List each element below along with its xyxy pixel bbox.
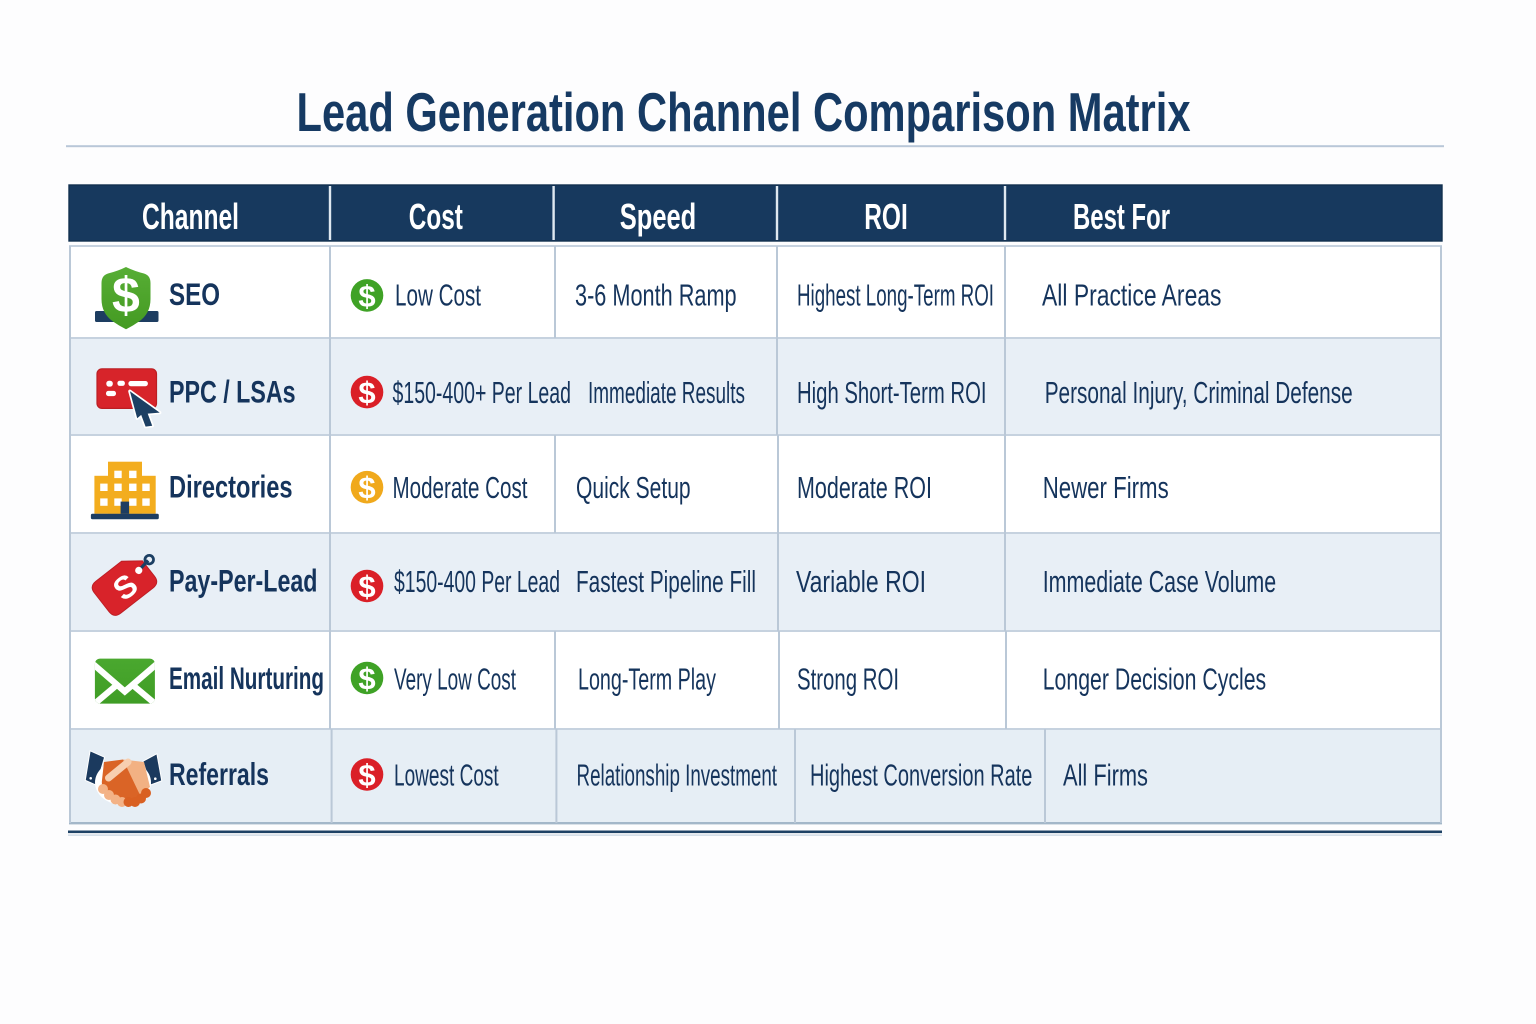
svg-text:Relationship Investment: Relationship Investment (577, 758, 778, 793)
svg-text:SEO: SEO (169, 276, 220, 312)
svg-text:Referrals: Referrals (169, 756, 269, 792)
svg-text:Strong ROI: Strong ROI (797, 662, 899, 697)
svg-text:$: $ (358, 375, 375, 410)
svg-text:$150-400+ Per Lead: $150-400+ Per Lead (393, 375, 572, 410)
svg-text:Moderate ROI: Moderate ROI (797, 470, 932, 505)
svg-text:Lead Generation Channel Compar: Lead Generation Channel Comparison Matri… (297, 81, 1191, 143)
svg-text:Newer Firms: Newer Firms (1043, 470, 1169, 505)
svg-text:$: $ (358, 470, 375, 505)
svg-text:3-6 Month Ramp: 3-6 Month Ramp (575, 278, 737, 313)
svg-text:Long-Term Play: Long-Term Play (578, 662, 716, 697)
svg-text:Immediate Case Volume: Immediate Case Volume (1043, 564, 1277, 599)
svg-text:Cost: Cost (409, 196, 463, 237)
svg-text:Fastest Pipeline Fill: Fastest Pipeline Fill (576, 564, 756, 599)
svg-text:Directories: Directories (169, 469, 293, 505)
svg-text:$: $ (358, 278, 375, 313)
svg-text:All Practice Areas: All Practice Areas (1042, 278, 1222, 313)
svg-text:$: $ (112, 268, 140, 324)
svg-text:PPC / LSAs: PPC / LSAs (169, 373, 296, 409)
svg-text:Personal Injury, Criminal Defe: Personal Injury, Criminal Defense (1045, 375, 1353, 410)
svg-text:Highest Long-Term ROI: Highest Long-Term ROI (797, 278, 994, 313)
svg-text:High Short-Term ROI: High Short-Term ROI (797, 375, 987, 410)
svg-text:$: $ (358, 661, 375, 696)
svg-text:Variable ROI: Variable ROI (796, 564, 926, 599)
svg-text:Channel: Channel (142, 196, 239, 237)
svg-text:Very Low Cost: Very Low Cost (394, 662, 516, 697)
svg-text:Quick Setup: Quick Setup (576, 470, 691, 505)
svg-text:Best For: Best For (1073, 196, 1170, 237)
svg-text:Longer Decision Cycles: Longer Decision Cycles (1043, 662, 1267, 697)
svg-text:Highest Conversion Rate: Highest Conversion Rate (810, 758, 1032, 793)
svg-text:$150-400 Per Lead: $150-400 Per Lead (394, 564, 560, 599)
svg-text:Lowest Cost: Lowest Cost (394, 758, 499, 793)
svg-text:$: $ (358, 758, 375, 793)
svg-text:$: $ (358, 569, 375, 604)
svg-text:Immediate Results: Immediate Results (588, 375, 745, 410)
svg-text:Moderate Cost: Moderate Cost (393, 470, 528, 505)
svg-text:Email Nurturing: Email Nurturing (169, 660, 324, 696)
svg-text:Pay-Per-Lead: Pay-Per-Lead (169, 563, 318, 599)
svg-text:Speed: Speed (620, 196, 697, 237)
svg-text:Low Cost: Low Cost (395, 278, 481, 313)
svg-text:ROI: ROI (864, 196, 908, 237)
svg-text:All Firms: All Firms (1063, 758, 1148, 793)
